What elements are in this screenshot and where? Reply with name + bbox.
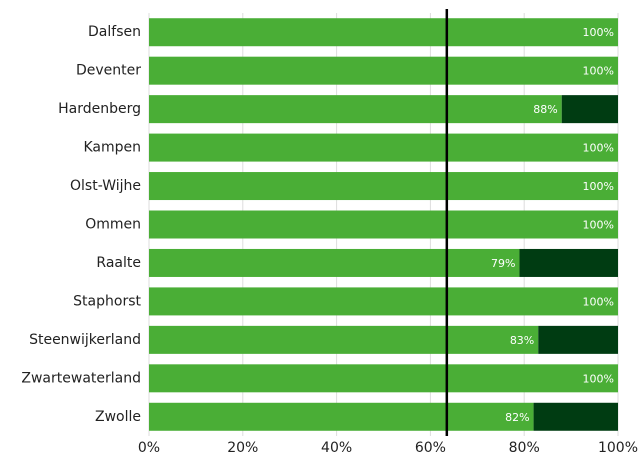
category-label: Zwolle	[95, 409, 141, 425]
bar-segment	[149, 18, 618, 47]
x-tick-label: 80%	[509, 440, 540, 456]
bar-segment	[519, 248, 618, 277]
value-label: 83%	[510, 334, 534, 347]
category-label: Hardenberg	[58, 101, 141, 117]
bar-segment	[149, 95, 562, 124]
x-tick-label: 0%	[138, 440, 160, 456]
value-label: 100%	[583, 372, 614, 385]
category-label: Zwartewaterland	[21, 370, 141, 386]
category-label: Raalte	[96, 255, 141, 271]
bar-segment	[538, 325, 618, 354]
x-tick-label: 40%	[321, 440, 352, 456]
value-label: 100%	[583, 219, 614, 232]
bar-segment	[149, 248, 520, 277]
category-label: Olst-Wijhe	[70, 178, 141, 194]
bar-segment	[149, 364, 618, 393]
value-label: 100%	[583, 295, 614, 308]
bar-segment	[149, 133, 618, 162]
bar-segment	[533, 402, 618, 431]
bar-segment	[149, 210, 618, 239]
bar-segment	[149, 56, 618, 85]
category-label: Steenwijkerland	[29, 332, 141, 348]
x-tick-label: 20%	[227, 440, 258, 456]
category-label: Dalfsen	[88, 24, 141, 40]
value-label: 100%	[583, 142, 614, 155]
bar-segment	[149, 172, 618, 201]
value-label: 100%	[583, 65, 614, 78]
value-label: 82%	[505, 411, 529, 424]
value-label: 79%	[491, 257, 515, 270]
bar-segment	[149, 325, 539, 354]
x-tick-label: 100%	[598, 440, 638, 456]
category-label: Deventer	[76, 63, 141, 79]
bar-segment	[561, 95, 618, 124]
category-label: Ommen	[85, 217, 141, 233]
x-tick-label: 60%	[415, 440, 446, 456]
value-label: 88%	[533, 103, 557, 116]
bar-segment	[149, 402, 534, 431]
category-label: Kampen	[83, 140, 141, 156]
value-label: 100%	[583, 180, 614, 193]
value-label: 100%	[583, 26, 614, 39]
bar-segment	[149, 287, 618, 316]
category-label: Staphorst	[73, 293, 141, 309]
